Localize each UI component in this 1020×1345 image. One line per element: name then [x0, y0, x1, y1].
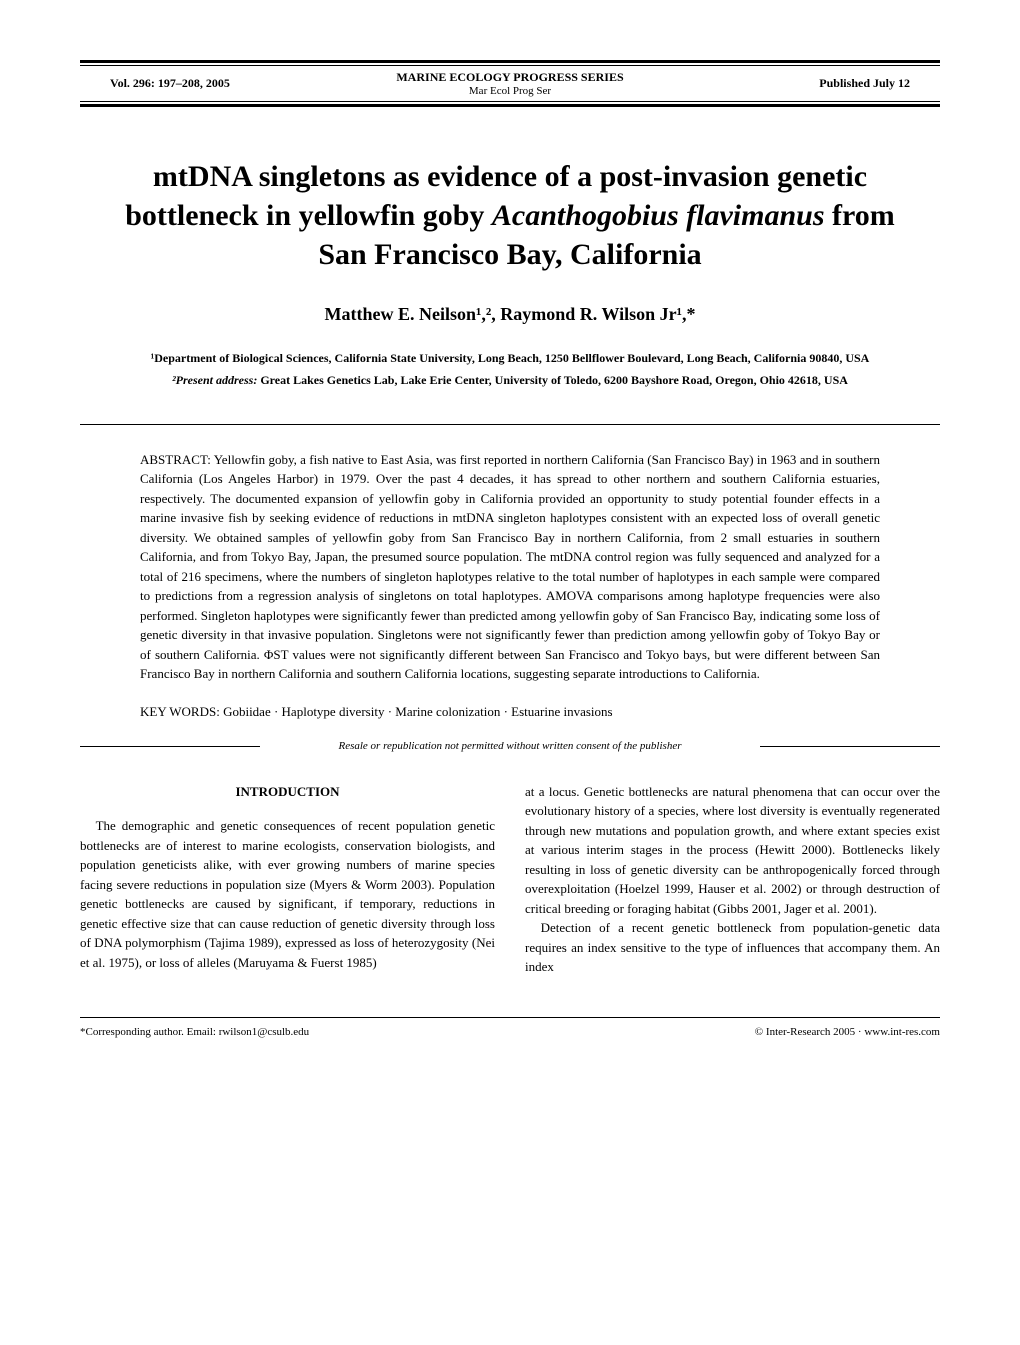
keywords-text: Gobiidae · Haplotype diversity · Marine … [223, 704, 613, 719]
published-date: Published July 12 [725, 76, 940, 91]
left-paragraph-1: The demographic and genetic consequences… [80, 816, 495, 972]
abstract: ABSTRACT: Yellowfin goby, a fish native … [140, 450, 880, 684]
affiliation-2: ²Present address: Great Lakes Genetics L… [110, 372, 910, 389]
right-column: at a locus. Genetic bottlenecks are natu… [525, 782, 940, 977]
journal-header: Vol. 296: 197–208, 2005 MARINE ECOLOGY P… [80, 60, 940, 107]
journal-name: MARINE ECOLOGY PROGRESS SERIES Mar Ecol … [295, 70, 725, 97]
article-title: mtDNA singletons as evidence of a post-i… [110, 157, 910, 274]
copyright-info: © Inter-Research 2005 · www.int-res.com [755, 1026, 940, 1038]
resale-notice-text: Resale or republication not permitted wi… [338, 740, 681, 752]
title-species-name: Acanthogobius flavimanus [492, 199, 825, 232]
affiliation-2-label: ²Present address: [172, 373, 257, 387]
affiliation-2-text: Great Lakes Genetics Lab, Lake Erie Cent… [257, 373, 848, 387]
right-paragraph-1: at a locus. Genetic bottlenecks are natu… [525, 782, 940, 919]
keywords-label: KEY WORDS: [140, 704, 223, 719]
corresponding-author: *Corresponding author. Email: rwilson1@c… [80, 1026, 309, 1038]
journal-full-name: MARINE ECOLOGY PROGRESS SERIES [295, 70, 725, 85]
abstract-label: ABSTRACT: [140, 452, 214, 467]
divider-line [80, 424, 940, 425]
resale-notice: Resale or republication not permitted wi… [80, 740, 940, 752]
authors-list: Matthew E. Neilson¹,², Raymond R. Wilson… [80, 304, 940, 325]
keywords: KEY WORDS: Gobiidae · Haplotype diversit… [140, 704, 880, 720]
affiliation-1: ¹Department of Biological Sciences, Cali… [110, 350, 910, 367]
left-column: INTRODUCTION The demographic and genetic… [80, 782, 495, 977]
volume-info: Vol. 296: 197–208, 2005 [80, 76, 295, 91]
header-row: Vol. 296: 197–208, 2005 MARINE ECOLOGY P… [80, 65, 940, 102]
body-content: INTRODUCTION The demographic and genetic… [80, 782, 940, 977]
right-paragraph-2: Detection of a recent genetic bottleneck… [525, 918, 940, 977]
page-footer: *Corresponding author. Email: rwilson1@c… [80, 1017, 940, 1038]
journal-abbreviation: Mar Ecol Prog Ser [295, 85, 725, 97]
abstract-text: Yellowfin goby, a fish native to East As… [140, 452, 880, 682]
introduction-heading: INTRODUCTION [80, 782, 495, 802]
